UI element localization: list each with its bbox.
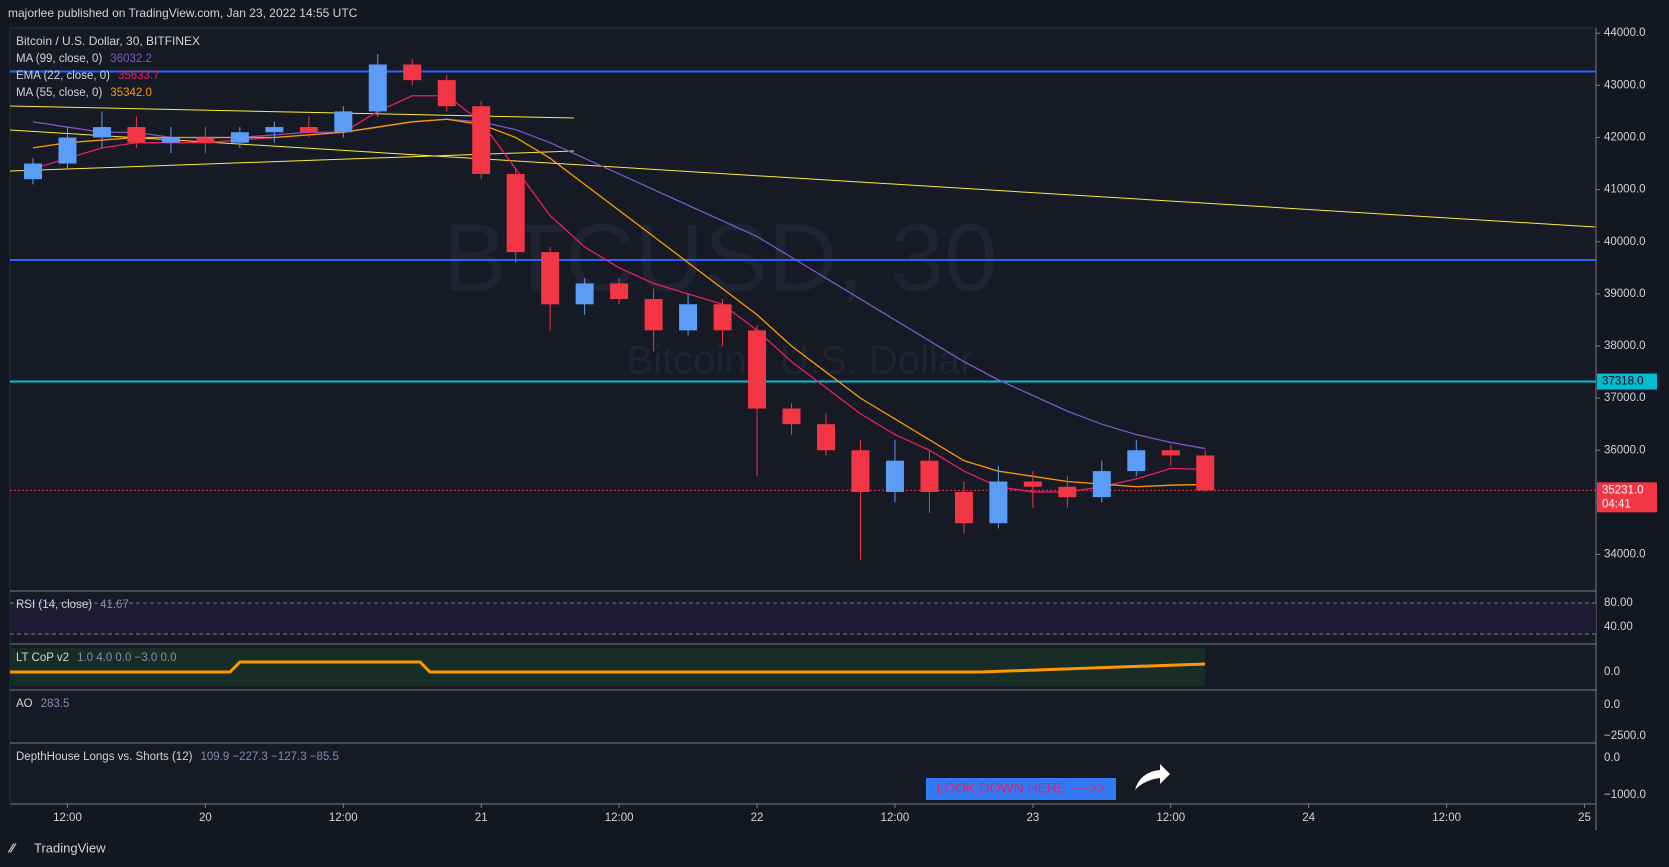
watermark: BTCUSD, 30	[443, 204, 998, 311]
x-tick-label: 12:00	[881, 812, 910, 824]
pane-tick-label: 80.00	[1604, 597, 1633, 609]
annotation: LOOK DOWN HERE ---->>	[937, 780, 1106, 796]
x-tick-label: 20	[199, 812, 212, 824]
x-tick-label: 22	[751, 812, 764, 824]
y-tick-label: 41000.0	[1604, 184, 1646, 196]
x-tick-label: 21	[475, 812, 488, 824]
y-tick-label: 34000.0	[1604, 549, 1646, 561]
annotation-box	[926, 778, 1116, 800]
x-tick-label: 12:00	[1432, 812, 1461, 824]
pane-tick-label: 0.0	[1604, 666, 1620, 678]
candle-body	[644, 299, 663, 331]
y-tick-label: 40000.0	[1604, 236, 1646, 248]
candle-body	[368, 64, 387, 112]
candle-body	[851, 450, 870, 492]
level-label: 37318.0	[1602, 376, 1644, 388]
candle-body	[437, 80, 456, 107]
y-tick-label: 44000.0	[1604, 27, 1646, 39]
pane-tick-label: −2500.0	[1604, 730, 1646, 742]
cop-line	[10, 660, 1206, 674]
legend-value: 35633.7	[118, 70, 160, 82]
candle-body	[954, 491, 973, 524]
candle-body	[403, 64, 422, 81]
y-tick-label: 38000.0	[1604, 340, 1646, 352]
candle-body	[196, 137, 215, 143]
candle-body	[1023, 481, 1042, 487]
legend-value: 36032.2	[110, 53, 152, 65]
level-label-box	[1597, 373, 1657, 390]
pane-value: 109.9 −227.3 −127.3 −85.5	[200, 751, 338, 763]
cop-band	[10, 648, 1205, 686]
candle-body	[334, 111, 353, 133]
pane-tick-label: 40.00	[1604, 621, 1633, 633]
candle-body	[1092, 471, 1111, 498]
chart-title: Bitcoin / U.S. Dollar, 30, BITFINEX	[16, 34, 200, 48]
candle-body	[575, 283, 594, 305]
candle-body	[299, 127, 318, 133]
legend-name: MA (55, close, 0)	[16, 87, 102, 99]
x-tick-label: 12:00	[329, 812, 358, 824]
last-price-label: 35231.0	[1602, 484, 1644, 496]
pane-name: DepthHouse Longs vs. Shorts (12)	[16, 751, 193, 763]
candle-body	[748, 330, 767, 409]
pane-value: 283.5	[41, 698, 70, 710]
candle-body	[920, 460, 939, 492]
pane-name: AO	[16, 698, 33, 710]
x-tick-label: 12:00	[53, 812, 82, 824]
candle-body	[1058, 486, 1077, 498]
logo: ⁄⁄	[7, 840, 17, 855]
candle-body	[161, 137, 180, 143]
publisher: majorlee published on TradingView.com, J…	[8, 6, 358, 20]
pane-tick-label: −1000.0	[1604, 789, 1646, 801]
candle-body	[989, 481, 1008, 524]
pane-name: LT CoP v2	[16, 652, 69, 664]
pane-value: 1.0 4.0 0.0 −3.0 0.0	[77, 652, 176, 664]
pane-tick-label: 0.0	[1604, 752, 1620, 764]
candle-body	[782, 408, 801, 425]
candle-body	[1127, 450, 1146, 472]
candle-body	[713, 304, 732, 331]
legend-value: 35342.0	[110, 87, 152, 99]
candle-body	[472, 106, 491, 174]
pane-tick-label: 0.0	[1604, 699, 1620, 711]
y-tick-label: 43000.0	[1604, 79, 1646, 91]
ma-line	[32, 118, 1206, 488]
candle-body	[541, 252, 560, 305]
candle-body	[58, 137, 77, 164]
candle-body	[127, 127, 146, 143]
candle-body	[885, 460, 904, 492]
candle-body	[23, 163, 42, 180]
legend-name: EMA (22, close, 0)	[16, 70, 110, 82]
candle-body	[679, 304, 698, 331]
trend-line	[9, 129, 1596, 228]
x-tick-label: 23	[1026, 812, 1039, 824]
y-tick-label: 37000.0	[1604, 392, 1646, 404]
candle-body	[816, 424, 835, 451]
ma-line	[32, 95, 1206, 493]
last-price-box	[1597, 482, 1657, 513]
rsi-band	[10, 603, 1596, 634]
candle-body	[1161, 450, 1180, 456]
y-tick-label: 39000.0	[1604, 288, 1646, 300]
x-tick-label: 12:00	[605, 812, 634, 824]
candle-body	[265, 127, 284, 133]
arrow-icon	[1135, 764, 1170, 790]
pane-value: 41.67	[100, 599, 129, 611]
pane-name: RSI (14, close)	[16, 599, 92, 611]
legend-name: MA (99, close, 0)	[16, 53, 102, 65]
candle-body	[610, 283, 629, 300]
x-tick-label: 24	[1302, 812, 1315, 824]
watermark-subtitle: Bitcoin / U.S. Dollar	[627, 339, 974, 383]
candle-body	[506, 173, 525, 253]
footer-brand: TradingView	[34, 840, 106, 855]
y-tick-label: 36000.0	[1604, 444, 1646, 456]
x-tick-label: 12:00	[1156, 812, 1185, 824]
candle-body	[230, 132, 249, 143]
candle-body	[1196, 455, 1215, 491]
x-tick-label: 25	[1578, 812, 1591, 824]
y-tick-label: 42000.0	[1604, 132, 1646, 144]
countdown: 04:41	[1602, 498, 1631, 510]
candle-body	[92, 127, 111, 138]
